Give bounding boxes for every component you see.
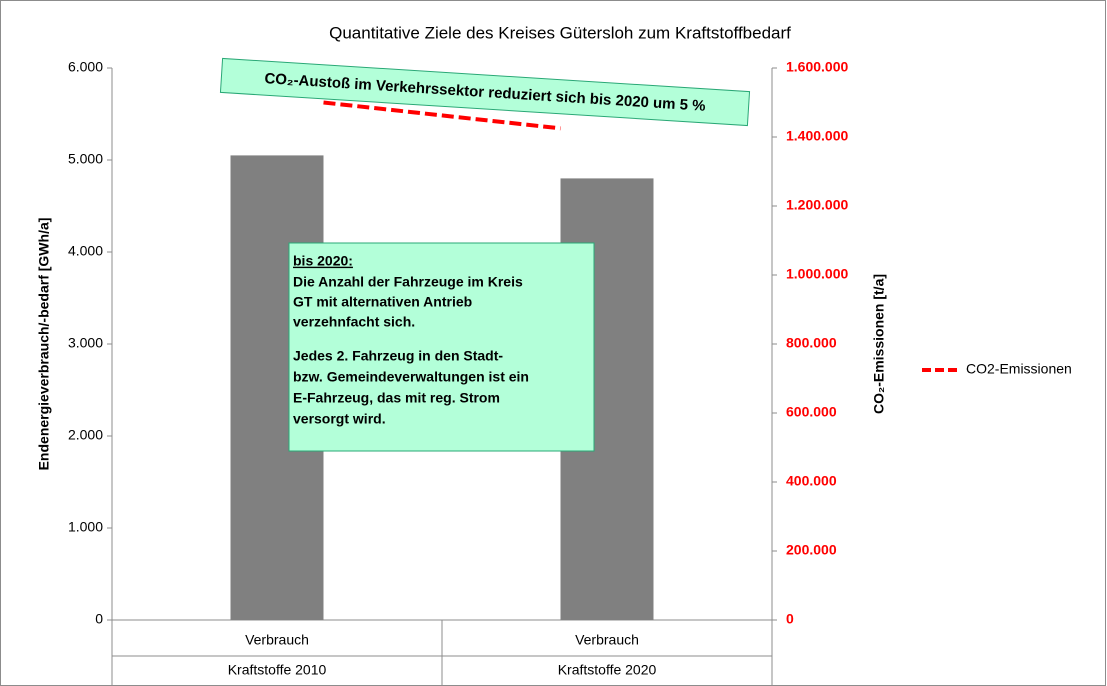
y-tick-label: 5.000 (68, 151, 103, 167)
legend-label: CO2-Emissionen (966, 361, 1072, 377)
annotation-box (219, 57, 751, 127)
annotation-text: GT mit alternativen Antrieb (293, 294, 472, 310)
x-tick-label: Verbrauch (575, 632, 639, 648)
y-axis-label: Endenergieverbrauch/-bedarf [GWh/a] (36, 218, 52, 471)
x-group-label: Kraftstoffe 2010 (228, 662, 327, 678)
y2-tick-label: 1.000.000 (786, 266, 848, 282)
annotation-text: versorgt wird. (293, 411, 386, 427)
y2-tick-label: 1.600.000 (786, 59, 848, 75)
annotation-text: Jedes 2. Fahrzeug in den Stadt- (293, 348, 503, 364)
annotation-text: Die Anzahl der Fahrzeuge im Kreis (293, 274, 523, 290)
annotation-text: verzehnfacht sich. (293, 314, 415, 330)
x-tick-label: Verbrauch (245, 632, 309, 648)
y-tick-label: 1.000 (68, 519, 103, 535)
y2-tick-label: 600.000 (786, 404, 837, 420)
y2-axis-label: CO₂-Emissionen [t/a] (871, 274, 887, 414)
y-tick-label: 2.000 (68, 427, 103, 443)
line-series (323, 100, 561, 131)
y2-tick-label: 1.400.000 (786, 128, 848, 144)
y-tick-label: 6.000 (68, 59, 103, 75)
annotation-text: bis 2020: (293, 253, 353, 269)
annotation-text: bzw. Gemeindeverwaltungen ist ein (293, 369, 529, 385)
y-tick-label: 4.000 (68, 243, 103, 259)
y2-tick-label: 1.200.000 (786, 197, 848, 213)
y2-tick-label: 400.000 (786, 473, 837, 489)
annotation-box (288, 242, 595, 452)
y2-tick-label: 200.000 (786, 542, 837, 558)
x-group-label: Kraftstoffe 2020 (558, 662, 657, 678)
y2-tick-label: 0 (786, 611, 794, 627)
annotation-text: E-Fahrzeug, das mit reg. Strom (293, 390, 500, 406)
annotation: CO₂-Austoß im Verkehrssektor reduziert s… (219, 57, 751, 127)
chart-title: Quantitative Ziele des Kreises Gütersloh… (329, 23, 791, 42)
y2-tick-label: 800.000 (786, 335, 837, 351)
y-tick-label: 3.000 (68, 335, 103, 351)
y-tick-label: 0 (95, 611, 103, 627)
